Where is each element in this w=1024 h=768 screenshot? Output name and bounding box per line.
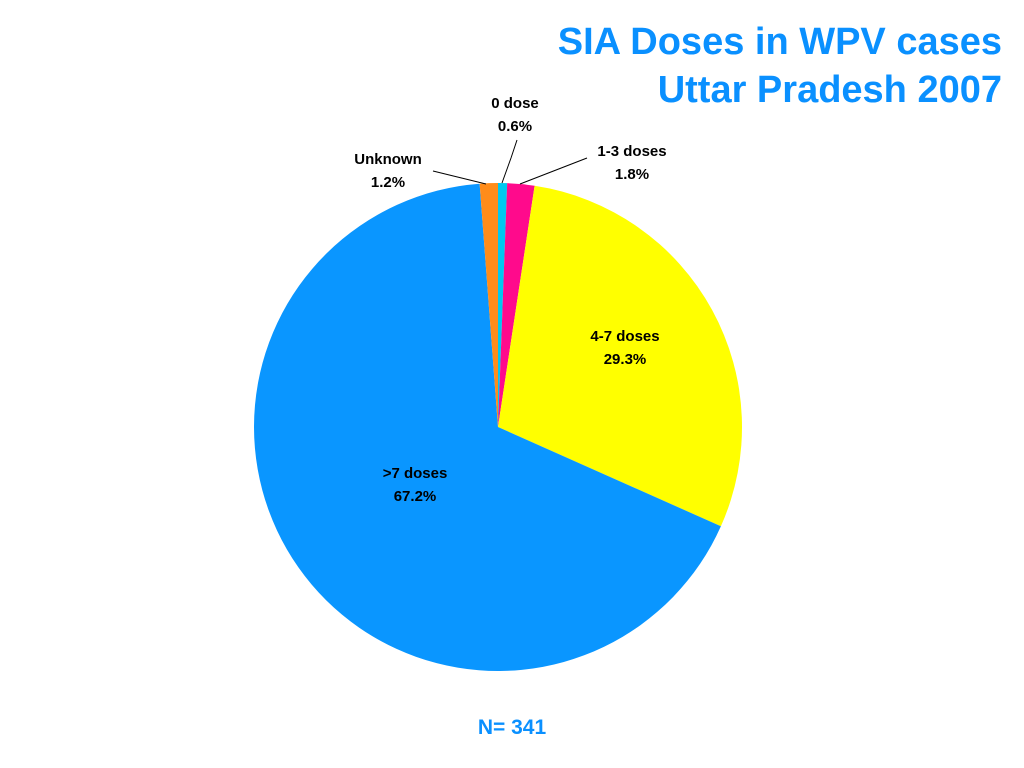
slice-value-label: 1.2% bbox=[371, 174, 405, 191]
leader-line bbox=[519, 157, 588, 185]
chart-title-line-2: Uttar Pradesh 2007 bbox=[657, 69, 1002, 111]
slice-label: 1-3 doses bbox=[597, 143, 666, 160]
slice-label: >7 doses bbox=[383, 465, 448, 482]
chart-title-line-1: SIA Doses in WPV cases bbox=[557, 21, 1002, 63]
slice-label: 0 dose bbox=[491, 95, 539, 112]
slice-value-label: 0.6% bbox=[498, 118, 532, 135]
pie-slice-unknown bbox=[479, 183, 498, 427]
pie-slice-7-doses bbox=[253, 183, 721, 672]
slice-value-label: 1.8% bbox=[615, 166, 649, 183]
leader-line bbox=[432, 170, 487, 185]
sample-size-note: N= 341 bbox=[477, 716, 547, 739]
pie-slice-1-3-doses bbox=[498, 183, 535, 427]
pie-slice-0-dose bbox=[498, 183, 508, 427]
slice-value-label: 67.2% bbox=[394, 488, 437, 505]
slice-label: Unknown bbox=[354, 151, 422, 168]
pie-slice-4-7-doses bbox=[498, 185, 742, 527]
chart-title: SIA Doses in WPV cases Uttar Pradesh 200… bbox=[558, 18, 1002, 114]
slice-value-label: 29.3% bbox=[604, 351, 647, 368]
slice-label: 4-7 doses bbox=[590, 328, 659, 345]
leader-line bbox=[501, 139, 518, 184]
